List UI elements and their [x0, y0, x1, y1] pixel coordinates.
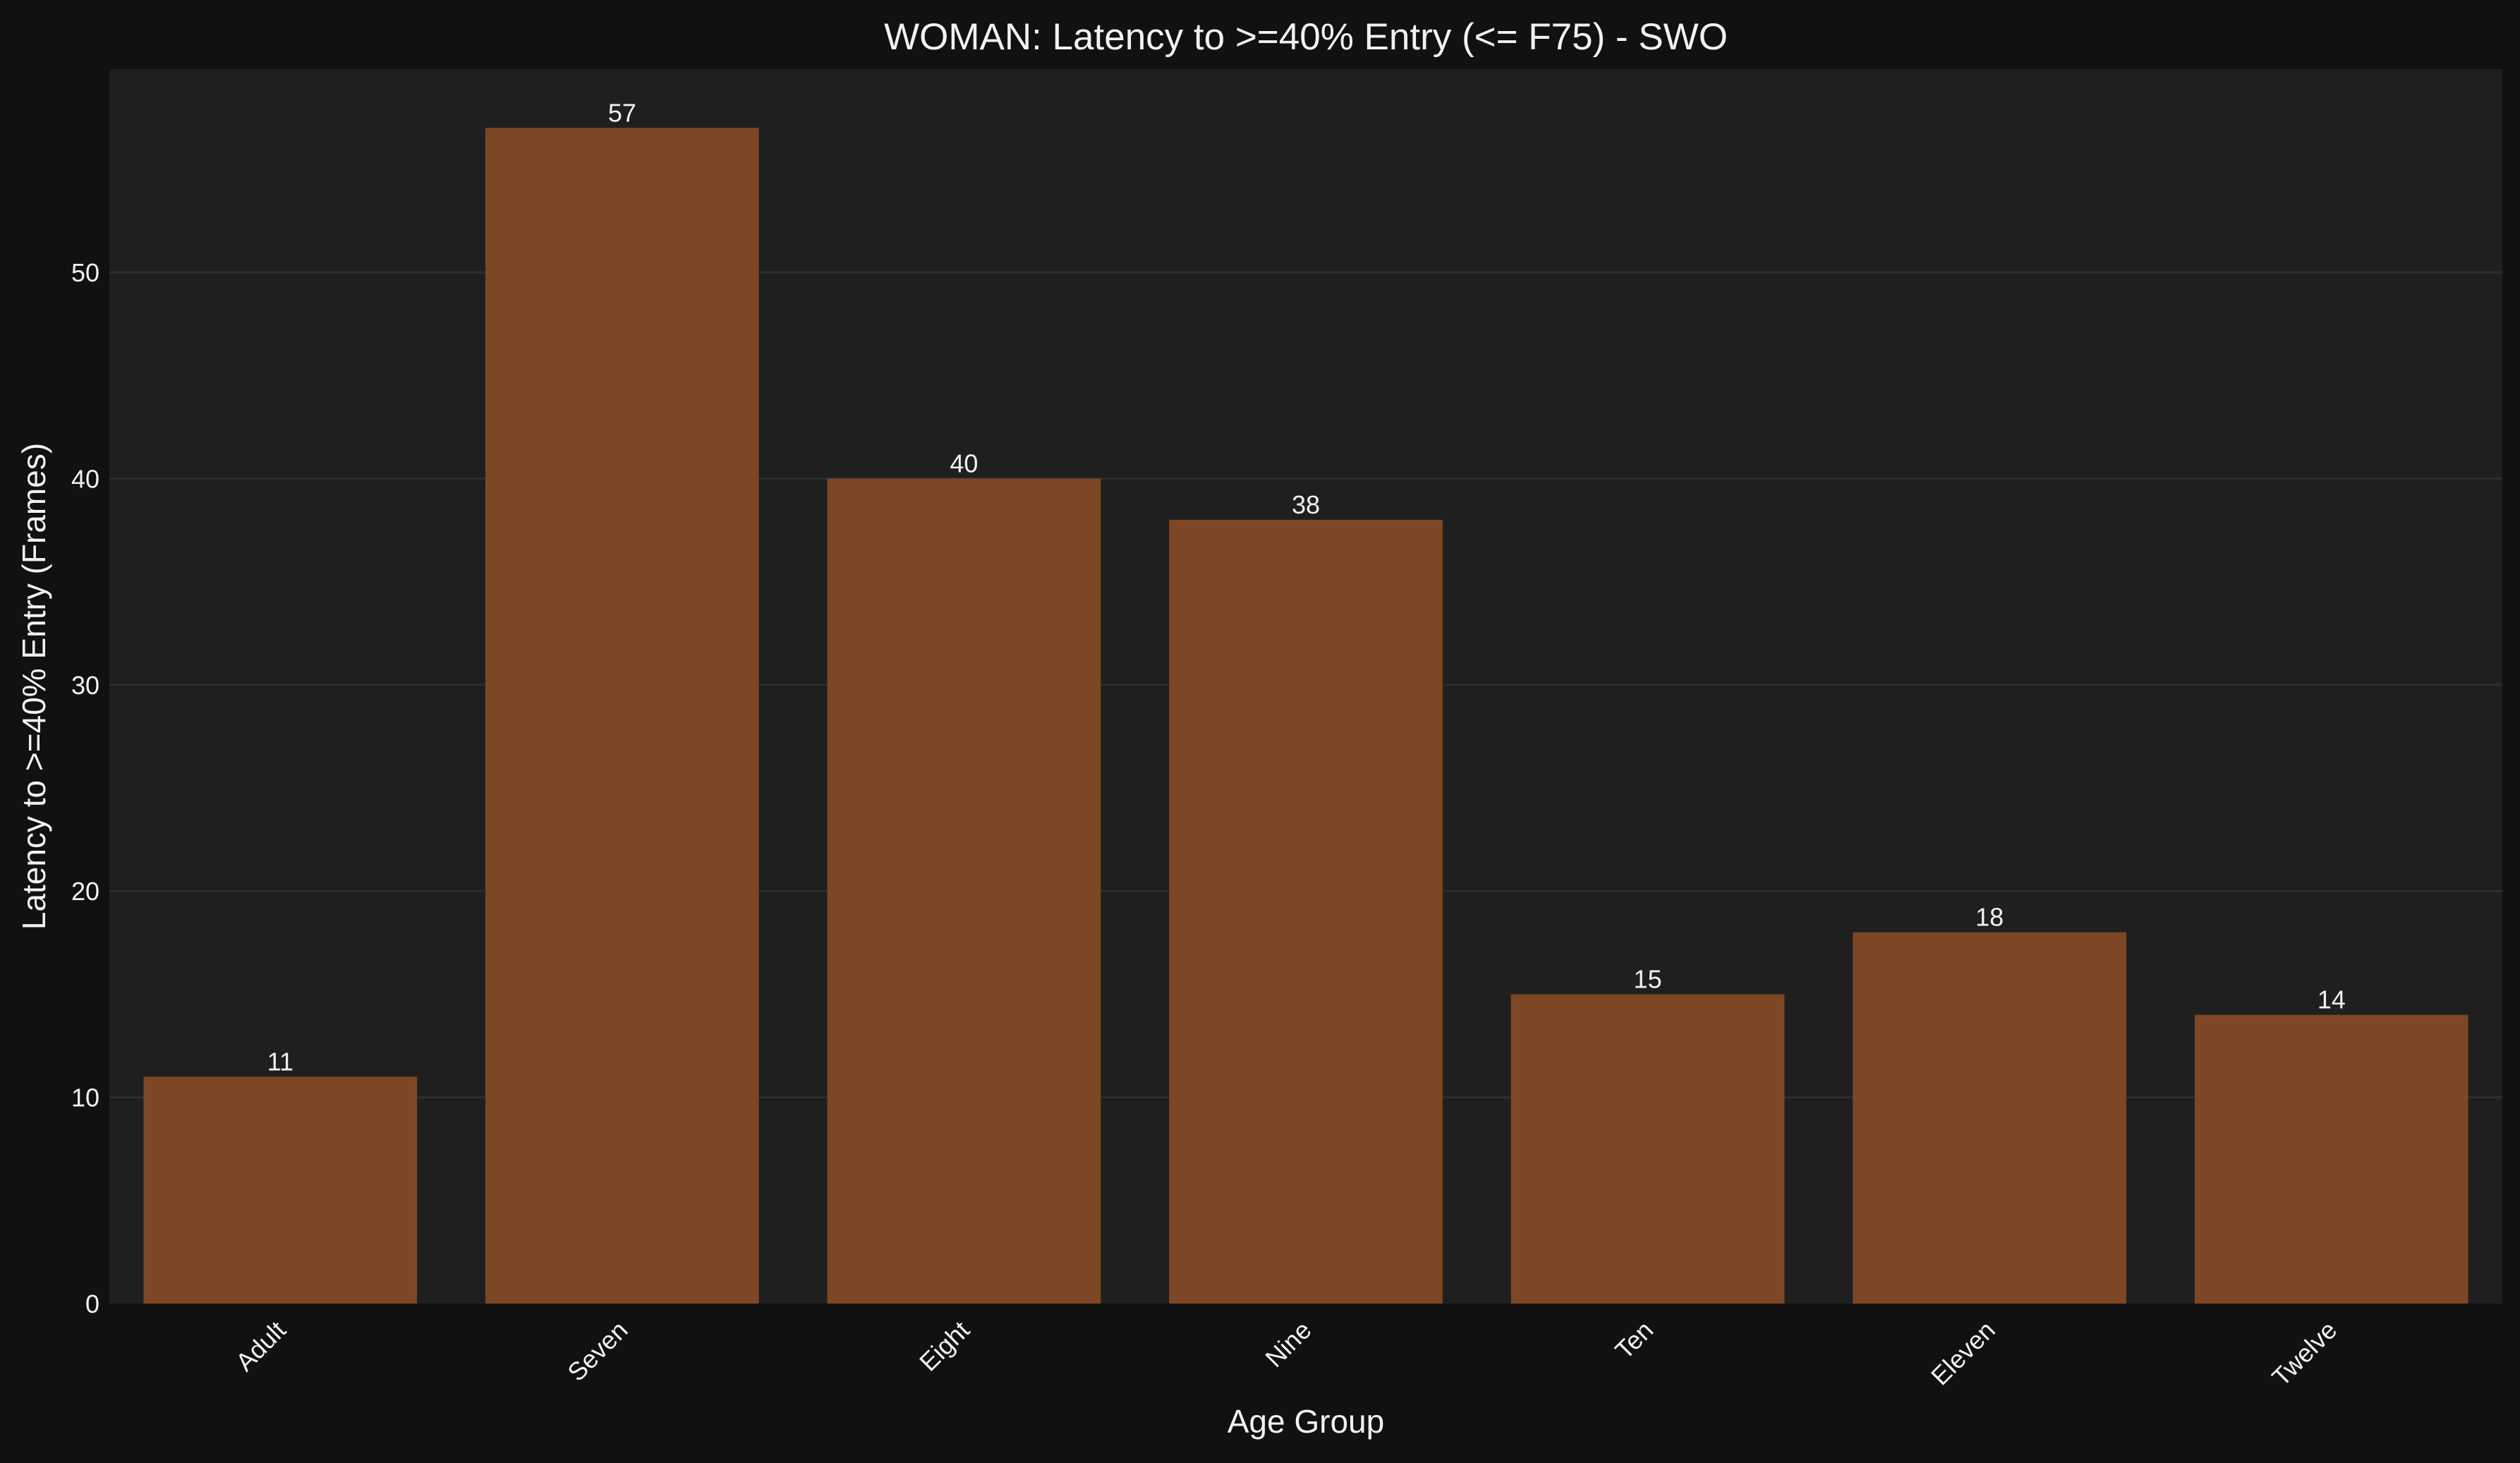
bars	[143, 128, 2468, 1304]
bar-value-label: 15	[1634, 964, 1662, 993]
bar	[1169, 519, 1443, 1304]
bar-value-label: 40	[950, 449, 978, 478]
y-tick-label: 20	[71, 877, 99, 906]
bar-value-label: 18	[1975, 903, 2004, 932]
y-axis-title: Latency to >=40% Entry (Frames)	[16, 443, 52, 930]
bar	[1853, 932, 2126, 1304]
y-tick-label: 10	[71, 1083, 99, 1112]
bar-value-label: 11	[267, 1047, 293, 1076]
bar	[143, 1076, 418, 1304]
y-tick-label: 30	[71, 671, 99, 700]
x-axis-title: Age Group	[1228, 1403, 1384, 1440]
bar	[1510, 994, 1785, 1304]
y-tick-label: 0	[85, 1289, 99, 1318]
data-labels: 11 57 40 38 15 18 14	[267, 98, 2346, 1076]
chart-title: WOMAN: Latency to >=40% Entry (<= F75) -…	[884, 16, 1728, 58]
bar	[485, 128, 759, 1304]
y-tick-label: 40	[71, 464, 99, 493]
bar	[827, 478, 1101, 1304]
bar-value-label: 38	[1292, 490, 1320, 519]
y-axis-ticks: 0 10 20 30 40 50	[71, 258, 99, 1318]
y-tick-label: 50	[71, 258, 99, 287]
bar-value-label: 14	[2318, 985, 2346, 1014]
bar-value-label: 57	[608, 98, 636, 127]
bar	[2194, 1014, 2468, 1304]
